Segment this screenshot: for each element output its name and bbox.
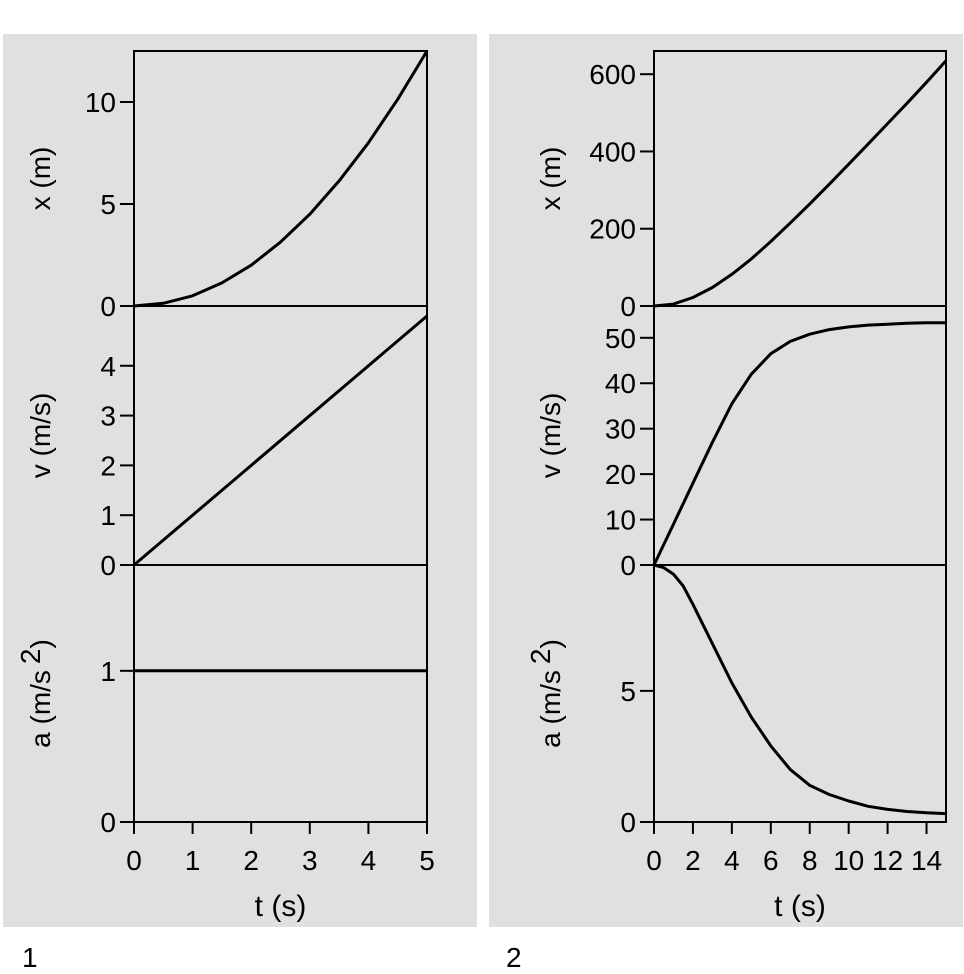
panel-1-acceleration-ytick-label: 0	[100, 807, 116, 838]
panel-2-acceleration-series-line	[653, 563, 947, 816]
panel-2-velocity-ylabel: v (m/s)	[535, 393, 566, 479]
panel-1-xlabel: t (s)	[255, 890, 307, 923]
panel-2-xtick-label: 12	[872, 845, 903, 876]
panel-1-velocity-series-line	[133, 314, 428, 567]
panel-2-xtick-label: 0	[646, 845, 662, 876]
panel-2-velocity-ytick-label: 20	[605, 459, 636, 490]
panel-2-position-ytick-label: 600	[589, 59, 636, 90]
panel-1-position-frame	[133, 50, 428, 307]
panel-2-xtick-label: 10	[833, 845, 864, 876]
panel-1-velocity-ytick-label: 2	[100, 450, 116, 481]
panel-2-position-frame	[653, 50, 947, 307]
panel-1-acceleration-ylabel-close: )	[25, 639, 56, 648]
panel-1-position-ytick-label: 5	[100, 189, 116, 220]
panel-2-xtick-label: 2	[685, 845, 701, 876]
panel-label-2: 2	[506, 942, 522, 973]
panel-1-acceleration-frame	[133, 564, 428, 823]
panel-1-velocity-ytick-label: 0	[100, 550, 116, 581]
panel-2-acceleration-frame	[653, 564, 947, 823]
panel-2-background	[489, 34, 963, 927]
panel-2-acceleration-ylabel-superscript: 2	[525, 648, 556, 664]
panel-1-velocity-ylabel: v (m/s)	[25, 393, 56, 479]
panel-2-xtick-label: 4	[724, 845, 740, 876]
panel-2-velocity-ytick-label: 10	[605, 505, 636, 536]
panel-2-xtick-label: 6	[763, 845, 779, 876]
panel-1-acceleration-ylabel-superscript: 2	[15, 648, 46, 664]
panel-2-velocity-frame	[653, 305, 947, 566]
panel-2-velocity-ytick-label: 30	[605, 414, 636, 445]
panel-1-acceleration-ytick-label: 1	[100, 656, 116, 687]
panel-1-xtick-label: 3	[302, 845, 318, 876]
panel-1-position-ytick-label: 10	[85, 87, 116, 118]
panel-1-position-ylabel: x (m)	[25, 147, 56, 211]
panel-2-velocity-ytick-label: 40	[605, 368, 636, 399]
panel-2-xtick-label: 14	[911, 845, 942, 876]
panel-1-xtick-label: 2	[243, 845, 259, 876]
panel-1-xtick-label: 4	[361, 845, 377, 876]
panel-1-velocity-ytick-label: 3	[100, 401, 116, 432]
panel-2-xlabel: t (s)	[774, 890, 826, 923]
panel-2-acceleration-ytick-label: 5	[620, 676, 636, 707]
panel-1-velocity-ytick-label: 1	[100, 500, 116, 531]
panel-2-position-ytick-label: 200	[589, 214, 636, 245]
panel-1-velocity-ytick-label: 4	[100, 351, 116, 382]
panel-2-velocity-ytick-label: 50	[605, 323, 636, 354]
panel-2-position-ytick-label: 0	[620, 291, 636, 322]
panel-2-position-series-line	[653, 59, 948, 308]
panel-1-xtick-label: 5	[419, 845, 435, 876]
panel-2-position-ytick-label: 400	[589, 136, 636, 167]
panel-2-acceleration-ylabel-close: )	[535, 639, 566, 648]
panel-2-position-ylabel: x (m)	[535, 147, 566, 211]
panel-2-velocity-ytick-label: 0	[620, 550, 636, 581]
panel-1-position-ytick-label: 0	[100, 291, 116, 322]
panel-2-xtick-label: 8	[802, 845, 818, 876]
panel-2-acceleration-ylabel: a (m/s2)	[525, 639, 566, 748]
panel-label-1: 1	[22, 942, 38, 973]
panel-2-acceleration-ytick-label: 0	[620, 807, 636, 838]
panel-1-xtick-label: 0	[126, 845, 142, 876]
panel-1-background	[3, 34, 477, 927]
panel-2-velocity-series-line	[652, 321, 946, 566]
panel-1-acceleration-ylabel: a (m/s2)	[15, 639, 56, 748]
panel-1-position-series-line	[133, 50, 429, 308]
panel-1-xtick-label: 1	[185, 845, 201, 876]
